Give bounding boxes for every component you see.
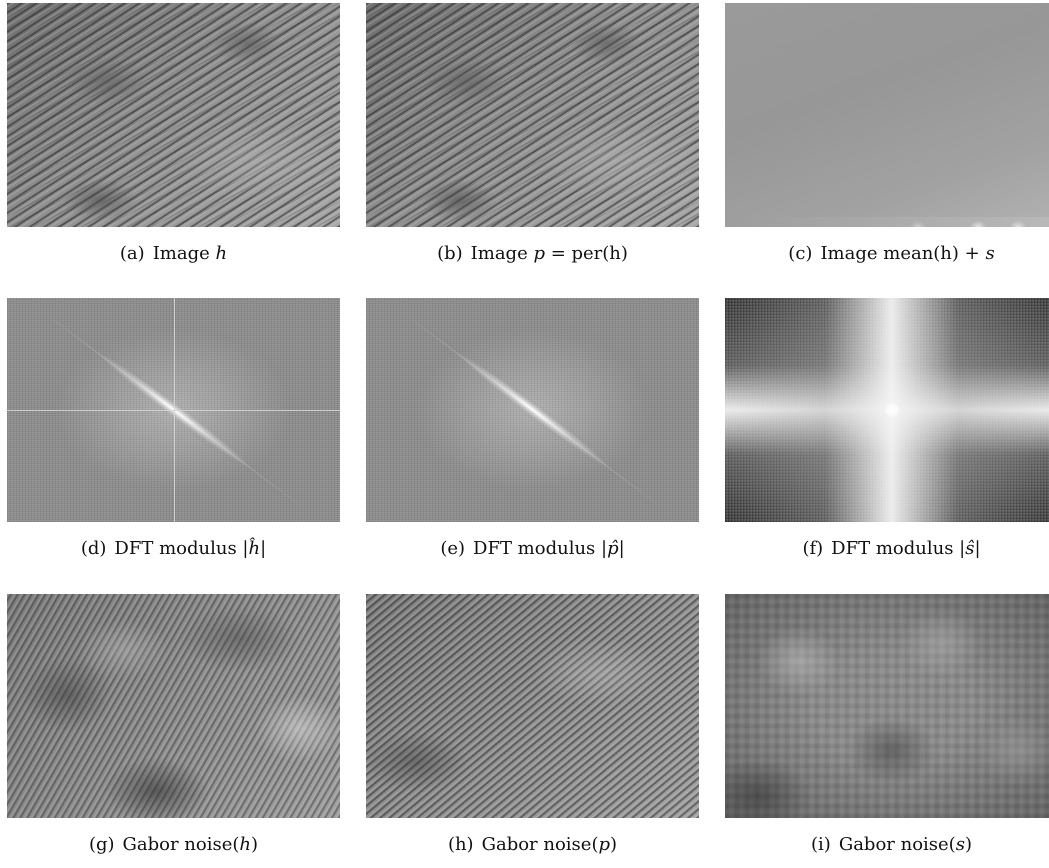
panel-c: (c) Image mean(h) + s	[725, 3, 1049, 264]
caption-tag: (h)	[447, 834, 474, 855]
caption-a: (a) Image h	[7, 243, 340, 265]
caption-tag: (e)	[440, 538, 466, 559]
caption-e: (e) DFT modulus |p̂|	[366, 538, 699, 560]
image-gabor-noise-s	[725, 594, 1049, 818]
caption-tag: (c)	[788, 243, 813, 264]
image-dft-p	[366, 298, 699, 522]
caption-math: p	[533, 243, 545, 264]
caption-h: (h) Gabor noise(p)	[366, 834, 699, 856]
panel-e: (e) DFT modulus |p̂|	[366, 298, 699, 559]
caption-math: p	[598, 834, 611, 855]
image-p	[366, 3, 699, 227]
image-h	[7, 3, 340, 227]
caption-text: Image mean(h) +	[820, 243, 986, 264]
caption-text: Gabor noise(	[122, 834, 240, 855]
panel-b: (b) Image p = per(h)	[366, 3, 699, 264]
image-bottom-artifacts	[725, 217, 1049, 227]
image-dft-s	[725, 298, 1049, 522]
panel-g: (g) Gabor noise(h)	[7, 594, 340, 855]
caption-math: |ŝ|	[959, 538, 981, 559]
caption-f: (f) DFT modulus |ŝ|	[725, 538, 1049, 560]
image-mean-h-plus-s	[725, 3, 1049, 227]
caption-tag: (g)	[88, 834, 115, 855]
caption-text: Gabor noise(	[481, 834, 599, 855]
panel-d: (d) DFT modulus |ĥ|	[7, 298, 340, 559]
caption-math: s	[985, 243, 995, 264]
spectrum-center	[884, 403, 899, 417]
caption-text: Gabor noise(	[838, 834, 956, 855]
caption-tag: (a)	[119, 243, 145, 264]
caption-d: (d) DFT modulus |ĥ|	[7, 538, 340, 560]
caption-text: DFT modulus	[114, 538, 243, 559]
image-gabor-noise-p	[366, 594, 699, 818]
caption-tag: (i)	[811, 834, 831, 855]
caption-b: (b) Image p = per(h)	[366, 243, 699, 265]
image-gabor-noise-h	[7, 594, 340, 818]
caption-c: (c) Image mean(h) + s	[725, 243, 1049, 265]
caption-math: h	[239, 834, 252, 855]
caption-i: (i) Gabor noise(s)	[725, 834, 1049, 856]
panel-i: (i) Gabor noise(s)	[725, 594, 1049, 855]
caption-text: Image	[152, 243, 216, 264]
caption-text: DFT modulus	[831, 538, 960, 559]
panel-h: (h) Gabor noise(p)	[366, 594, 699, 855]
caption-g: (g) Gabor noise(h)	[7, 834, 340, 856]
caption-tag: (f)	[802, 538, 824, 559]
caption-text: Image	[470, 243, 534, 264]
caption-math: h	[215, 243, 228, 264]
caption-math: |ĥ|	[242, 538, 267, 559]
caption-suffix: = per(h)	[544, 243, 628, 264]
caption-tag: (d)	[80, 538, 107, 559]
panel-f: (f) DFT modulus |ŝ|	[725, 298, 1049, 559]
caption-suffix: )	[251, 834, 259, 855]
caption-suffix: )	[610, 834, 618, 855]
panel-a: (a) Image h	[7, 3, 340, 264]
caption-text: DFT modulus	[473, 538, 602, 559]
spectrum-vertical-cross	[173, 298, 175, 522]
caption-tag: (b)	[437, 243, 463, 264]
spectrum-streak	[453, 348, 612, 472]
image-dft-h	[7, 298, 340, 522]
caption-suffix: )	[964, 834, 972, 855]
caption-math: s	[955, 834, 965, 855]
caption-math: |p̂|	[601, 538, 625, 559]
